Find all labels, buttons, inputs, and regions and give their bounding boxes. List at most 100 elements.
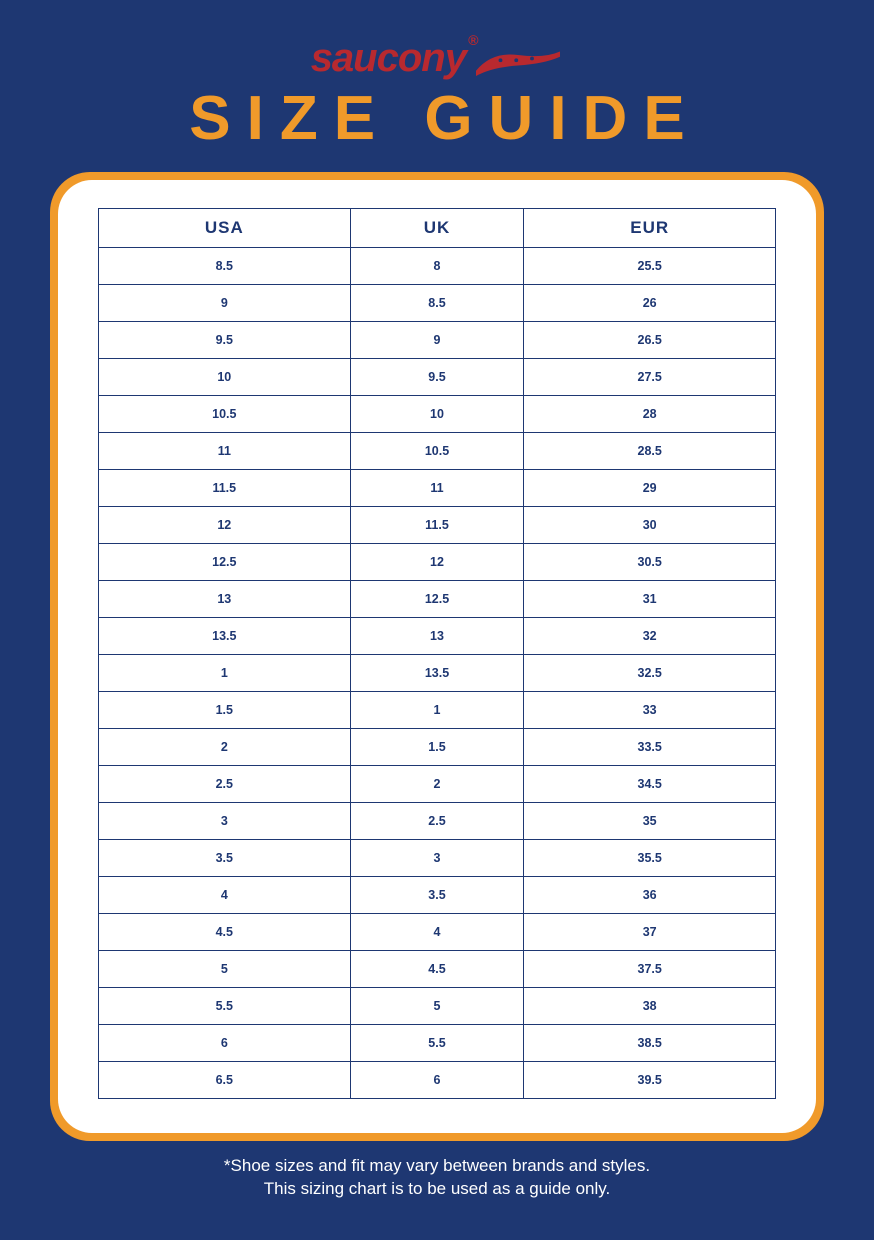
table-cell: 10.5 [350, 433, 524, 470]
table-row: 9.5926.5 [99, 322, 776, 359]
table-cell: 4.5 [99, 914, 351, 951]
table-row: 43.536 [99, 877, 776, 914]
table-cell: 1 [350, 692, 524, 729]
table-cell: 13.5 [99, 618, 351, 655]
table-cell: 13 [350, 618, 524, 655]
table-cell: 4.5 [350, 951, 524, 988]
col-header: EUR [524, 209, 776, 248]
table-row: 6.5639.5 [99, 1062, 776, 1099]
table-cell: 9.5 [350, 359, 524, 396]
table-cell: 28.5 [524, 433, 776, 470]
table-row: 113.532.5 [99, 655, 776, 692]
table-cell: 12.5 [350, 581, 524, 618]
table-cell: 2 [99, 729, 351, 766]
page: saucony® SIZE GUIDE USAUKEUR 8.5825.598.… [0, 0, 874, 1240]
table-cell: 30.5 [524, 544, 776, 581]
table-row: 11.51129 [99, 470, 776, 507]
table-cell: 37 [524, 914, 776, 951]
table-row: 1.5133 [99, 692, 776, 729]
table-cell: 3 [350, 840, 524, 877]
table-row: 5.5538 [99, 988, 776, 1025]
table-cell: 30 [524, 507, 776, 544]
table-row: 1312.531 [99, 581, 776, 618]
table-cell: 4 [99, 877, 351, 914]
table-body: 8.5825.598.5269.5926.5109.527.510.510281… [99, 248, 776, 1099]
footer-line-2: This sizing chart is to be used as a gui… [224, 1178, 650, 1201]
table-cell: 2.5 [99, 766, 351, 803]
table-row: 10.51028 [99, 396, 776, 433]
table-cell: 34.5 [524, 766, 776, 803]
footer-note: *Shoe sizes and fit may vary between bra… [224, 1155, 650, 1201]
table-cell: 10.5 [99, 396, 351, 433]
table-row: 65.538.5 [99, 1025, 776, 1062]
col-header: USA [99, 209, 351, 248]
table-row: 109.527.5 [99, 359, 776, 396]
table-cell: 33 [524, 692, 776, 729]
table-cell: 38 [524, 988, 776, 1025]
table-cell: 2 [350, 766, 524, 803]
table-row: 1110.528.5 [99, 433, 776, 470]
table-cell: 5 [350, 988, 524, 1025]
table-row: 98.526 [99, 285, 776, 322]
table-row: 32.535 [99, 803, 776, 840]
table-cell: 4 [350, 914, 524, 951]
table-cell: 3.5 [350, 877, 524, 914]
table-row: 3.5335.5 [99, 840, 776, 877]
table-row: 12.51230.5 [99, 544, 776, 581]
table-row: 4.5437 [99, 914, 776, 951]
table-cell: 10 [99, 359, 351, 396]
table-cell: 12 [99, 507, 351, 544]
table-cell: 9 [99, 285, 351, 322]
table-cell: 13.5 [350, 655, 524, 692]
table-cell: 11.5 [350, 507, 524, 544]
table-cell: 6.5 [99, 1062, 351, 1099]
table-cell: 33.5 [524, 729, 776, 766]
table-cell: 35 [524, 803, 776, 840]
table-cell: 2.5 [350, 803, 524, 840]
table-cell: 9.5 [99, 322, 351, 359]
table-row: 2.5234.5 [99, 766, 776, 803]
table-cell: 11 [350, 470, 524, 507]
table-cell: 35.5 [524, 840, 776, 877]
table-cell: 39.5 [524, 1062, 776, 1099]
table-cell: 5.5 [99, 988, 351, 1025]
table-cell: 12.5 [99, 544, 351, 581]
table-cell: 13 [99, 581, 351, 618]
table-cell: 27.5 [524, 359, 776, 396]
table-cell: 1.5 [350, 729, 524, 766]
table-cell: 26 [524, 285, 776, 322]
table-cell: 5.5 [350, 1025, 524, 1062]
table-row: 1211.530 [99, 507, 776, 544]
table-cell: 8.5 [350, 285, 524, 322]
table-cell: 12 [350, 544, 524, 581]
logo-wordmark: saucony® [311, 36, 476, 81]
brand-logo: saucony® [311, 36, 564, 81]
footer-line-1: *Shoe sizes and fit may vary between bra… [224, 1155, 650, 1178]
table-cell: 37.5 [524, 951, 776, 988]
table-cell: 6 [99, 1025, 351, 1062]
table-cell: 8 [350, 248, 524, 285]
river-icon [473, 48, 563, 76]
table-cell: 1 [99, 655, 351, 692]
page-title: SIZE GUIDE [173, 83, 700, 154]
table-cell: 32.5 [524, 655, 776, 692]
table-cell: 36 [524, 877, 776, 914]
table-cell: 11 [99, 433, 351, 470]
table-cell: 5 [99, 951, 351, 988]
table-cell: 32 [524, 618, 776, 655]
table-cell: 26.5 [524, 322, 776, 359]
table-cell: 1.5 [99, 692, 351, 729]
table-cell: 11.5 [99, 470, 351, 507]
table-cell: 6 [350, 1062, 524, 1099]
table-cell: 28 [524, 396, 776, 433]
table-cell: 10 [350, 396, 524, 433]
table-cell: 3 [99, 803, 351, 840]
table-header-row: USAUKEUR [99, 209, 776, 248]
table-row: 8.5825.5 [99, 248, 776, 285]
card: USAUKEUR 8.5825.598.5269.5926.5109.527.5… [58, 180, 816, 1133]
col-header: UK [350, 209, 524, 248]
size-table: USAUKEUR 8.5825.598.5269.5926.5109.527.5… [98, 208, 776, 1099]
table-row: 54.537.5 [99, 951, 776, 988]
table-cell: 29 [524, 470, 776, 507]
table-row: 21.533.5 [99, 729, 776, 766]
